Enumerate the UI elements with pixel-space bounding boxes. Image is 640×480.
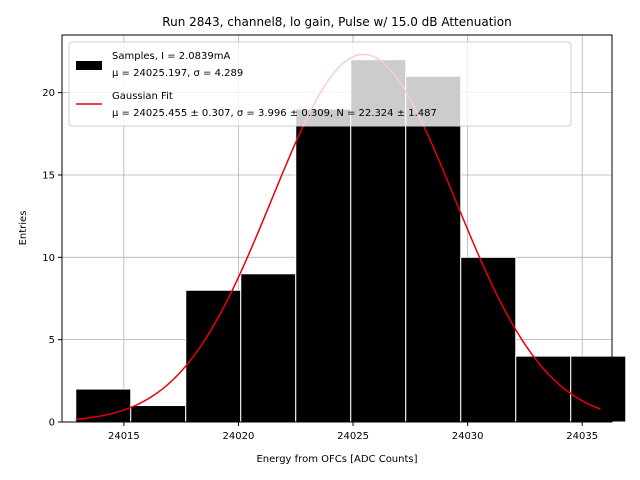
y-axis-ticks: 0 5 10 15 20: [42, 88, 62, 429]
x-axis-ticks: 24015 24020 24025 24030 24035: [108, 422, 598, 442]
histogram-bar-4: [295, 108, 352, 423]
x-axis-label: Energy from OFCs [ADC Counts]: [256, 454, 417, 465]
x-tick-label-3: 24030: [452, 431, 484, 442]
histogram-bar-7: [460, 256, 517, 423]
y-tick-label-2: 10: [42, 253, 55, 264]
histogram-bar-9: [570, 355, 627, 423]
histogram-bar-3: [240, 273, 297, 423]
histogram-bar-8: [515, 355, 572, 423]
axes-frame: [61, 34, 613, 423]
histogram-bar-1: [130, 405, 187, 423]
histogram-bar-6: [405, 75, 462, 423]
legend-samples-stats: μ = 24025.197, σ = 4.289: [112, 68, 243, 79]
y-tick-label-0: 0: [49, 418, 55, 429]
legend-box: [68, 41, 572, 127]
legend-fit-label: Gaussian Fit: [112, 91, 173, 102]
histogram-bar-0: [75, 388, 132, 423]
x-tick-label-4: 24035: [566, 431, 598, 442]
y-tick-label-4: 20: [42, 88, 55, 99]
x-tick-label-0: 24015: [108, 431, 140, 442]
x-tick-label-1: 24020: [223, 431, 255, 442]
histogram-bar-2: [185, 289, 242, 423]
legend-samples-label: Samples, I = 2.0839mA: [112, 51, 230, 62]
legend-samples-swatch: [76, 61, 102, 70]
x-tick-label-2: 24025: [337, 431, 369, 442]
y-tick-label-1: 5: [49, 335, 55, 346]
chart-title: Run 2843, channel8, lo gain, Pulse w/ 15…: [162, 15, 511, 29]
y-axis-label: Entries: [18, 211, 29, 246]
legend: Samples, I = 2.0839mA μ = 24025.197, σ =…: [68, 41, 572, 127]
y-tick-label-3: 15: [42, 170, 55, 181]
legend-fit-stats: μ = 24025.455 ± 0.307, σ = 3.996 ± 0.309…: [112, 108, 437, 119]
